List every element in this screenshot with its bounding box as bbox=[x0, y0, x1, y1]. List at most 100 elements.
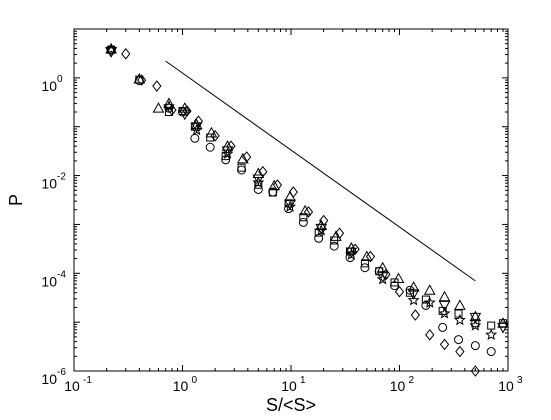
data-point-triangle-up bbox=[105, 42, 118, 54]
data-point-circle bbox=[360, 263, 370, 273]
x-tick-label: 10 bbox=[64, 378, 80, 394]
data-point-star bbox=[315, 224, 328, 236]
y-tick-exponent: -2 bbox=[57, 172, 66, 183]
data-point-square bbox=[360, 259, 369, 268]
data-point-star bbox=[469, 319, 482, 331]
data-point-triangle-up bbox=[221, 140, 234, 151]
data-point-diamond bbox=[365, 250, 376, 263]
x-tick-exponent: 1 bbox=[300, 375, 306, 386]
x-tick-label: 10 bbox=[281, 378, 297, 394]
data-marks bbox=[105, 42, 509, 377]
data-point-star bbox=[252, 176, 265, 188]
x-tick-exponent: 2 bbox=[409, 375, 415, 386]
data-point-square bbox=[299, 213, 308, 222]
data-point-star bbox=[221, 147, 234, 159]
data-point-diamond bbox=[410, 309, 420, 321]
data-point-star bbox=[105, 42, 118, 55]
data-point-triangle-up bbox=[345, 241, 358, 253]
data-point-diamond bbox=[121, 48, 131, 60]
data-point-triangle-up bbox=[315, 219, 328, 231]
data-point-circle bbox=[486, 347, 496, 357]
data-point-star bbox=[345, 248, 358, 260]
reference-line bbox=[165, 60, 476, 282]
axis-ticks bbox=[73, 29, 508, 372]
data-point-triangle-up bbox=[178, 102, 191, 113]
reference-line-segment bbox=[165, 60, 476, 282]
data-point-triangle-up bbox=[133, 72, 146, 84]
y-tick-label: 10 bbox=[41, 371, 57, 387]
data-point-square bbox=[254, 180, 263, 189]
data-point-circle bbox=[298, 217, 308, 227]
data-point-diamond bbox=[152, 80, 162, 92]
data-point-diamond bbox=[193, 115, 203, 127]
data-point-circle bbox=[470, 341, 480, 351]
data-point-circle bbox=[190, 133, 200, 143]
y-tick-exponent: -4 bbox=[57, 269, 66, 280]
data-point-triangle-up bbox=[392, 272, 405, 284]
data-point-star bbox=[407, 293, 420, 306]
data-point-triangle-down bbox=[438, 300, 451, 312]
data-point-triangle-up bbox=[152, 102, 165, 113]
data-point-diamond bbox=[210, 130, 220, 142]
data-point-square bbox=[454, 309, 463, 318]
data-point-circle bbox=[205, 142, 215, 152]
data-point-triangle-up bbox=[438, 290, 451, 302]
data-point-star bbox=[485, 328, 498, 340]
data-point-star bbox=[284, 200, 297, 212]
data-point-circle bbox=[329, 241, 339, 251]
data-point-diamond bbox=[303, 206, 314, 218]
data-point-diamond bbox=[226, 140, 236, 152]
data-point-diamond bbox=[394, 285, 405, 298]
x-tick-label: 10 bbox=[498, 378, 514, 394]
data-point-triangle-up bbox=[205, 126, 218, 138]
data-point-triangle-down bbox=[469, 312, 482, 324]
data-point-triangle-up bbox=[360, 250, 373, 262]
data-point-triangle-up bbox=[268, 179, 281, 191]
data-point-diamond bbox=[425, 329, 435, 341]
y-tick-label: 10 bbox=[41, 78, 57, 94]
x-tick-label: 10 bbox=[390, 378, 406, 394]
data-point-triangle-up bbox=[190, 118, 203, 130]
data-point-circle bbox=[438, 322, 448, 332]
data-point-triangle-up bbox=[497, 317, 509, 328]
data-point-star bbox=[162, 100, 175, 112]
data-point-triangle-up bbox=[299, 204, 311, 216]
data-point-star bbox=[190, 123, 203, 136]
data-point-triangle-down bbox=[221, 146, 234, 157]
data-point-triangle-down bbox=[497, 322, 509, 334]
data-point-triangle-up bbox=[407, 281, 420, 292]
data-point-triangle-up bbox=[237, 152, 249, 164]
data-point-triangle-up bbox=[163, 97, 175, 108]
x-tick-label: 10 bbox=[173, 378, 189, 394]
x-tick-exponent: -1 bbox=[83, 375, 92, 386]
data-point-diamond bbox=[455, 345, 465, 358]
data-point-triangle-down bbox=[407, 289, 420, 300]
data-point-triangle-up bbox=[423, 284, 436, 295]
y-axis-label: P bbox=[6, 194, 26, 206]
x-tick-exponent: 3 bbox=[517, 375, 523, 386]
data-point-triangle-up bbox=[376, 261, 389, 273]
data-point-diamond bbox=[136, 74, 147, 86]
data-point-square bbox=[237, 163, 246, 172]
data-point-triangle-up bbox=[454, 299, 466, 310]
x-axis-label: S/<S> bbox=[266, 395, 316, 415]
data-point-diamond bbox=[439, 338, 450, 351]
y-tick-exponent: -6 bbox=[57, 367, 66, 378]
data-point-star bbox=[453, 313, 466, 326]
data-point-star bbox=[376, 273, 389, 285]
data-point-triangle-down bbox=[190, 122, 203, 133]
data-point-star bbox=[438, 307, 451, 319]
data-point-triangle-up bbox=[330, 230, 342, 241]
data-point-square bbox=[206, 133, 215, 142]
x-tick-exponent: 0 bbox=[192, 375, 198, 386]
data-point-triangle-down bbox=[178, 109, 191, 121]
data-point-square bbox=[268, 188, 277, 197]
data-point-diamond bbox=[470, 365, 480, 377]
data-point-circle bbox=[253, 184, 263, 194]
y-tick-label: 10 bbox=[41, 273, 57, 289]
axis-tick-labels: 10 -1 10 0 10 1 10 2 10 310 010 -210 -410 -6 bbox=[41, 74, 523, 394]
y-tick-label: 10 bbox=[41, 176, 57, 192]
data-point-circle bbox=[454, 335, 464, 345]
data-point-triangle-down bbox=[252, 174, 265, 186]
